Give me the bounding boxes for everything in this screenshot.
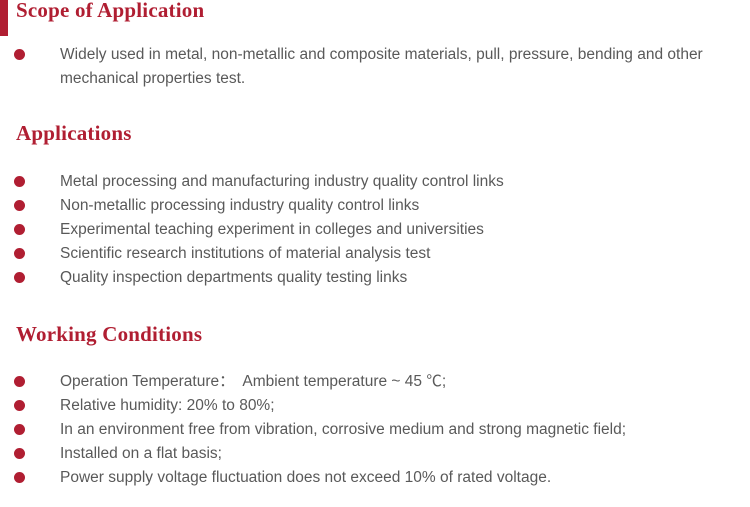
section-heading-scope-of-application: Scope of Application bbox=[16, 0, 205, 22]
list-item: Relative humidity: 20% to 80%; bbox=[14, 394, 736, 418]
section-heading-applications: Applications bbox=[16, 121, 132, 145]
list-item: In an environment free from vibration, c… bbox=[14, 418, 736, 442]
bullet-icon bbox=[14, 176, 25, 187]
bullet-icon bbox=[14, 448, 25, 459]
list-item-text: Operation Temperature： Ambient temperatu… bbox=[60, 373, 447, 390]
section-heading-working-conditions: Working Conditions bbox=[16, 322, 203, 346]
working-conditions-list: Operation Temperature： Ambient temperatu… bbox=[14, 370, 736, 490]
list-item: Non-metallic processing industry quality… bbox=[14, 194, 736, 218]
bullet-icon bbox=[14, 224, 25, 235]
list-item: Installed on a flat basis; bbox=[14, 442, 736, 466]
list-item-text: Non-metallic processing industry quality… bbox=[60, 197, 420, 214]
list-item-text: Scientific research institutions of mate… bbox=[60, 245, 431, 262]
bullet-icon bbox=[14, 200, 25, 211]
list-item-text: Relative humidity: 20% to 80%; bbox=[60, 397, 275, 414]
bullet-icon bbox=[14, 49, 25, 60]
bullet-icon bbox=[14, 272, 25, 283]
list-item-text: Quality inspection departments quality t… bbox=[60, 269, 408, 286]
list-item-text: In an environment free from vibration, c… bbox=[60, 421, 627, 438]
bullet-icon bbox=[14, 248, 25, 259]
list-item: Scientific research institutions of mate… bbox=[14, 242, 736, 266]
bullet-icon bbox=[14, 376, 25, 387]
list-item: Quality inspection departments quality t… bbox=[14, 266, 736, 290]
list-item: Widely used in metal, non-metallic and c… bbox=[14, 43, 736, 91]
list-item-text: Widely used in metal, non-metallic and c… bbox=[60, 46, 708, 87]
list-item: Metal processing and manufacturing indus… bbox=[14, 170, 736, 194]
list-item-text: Installed on a flat basis; bbox=[60, 445, 222, 462]
list-item-text: Experimental teaching experiment in coll… bbox=[60, 221, 484, 238]
list-item-text: Metal processing and manufacturing indus… bbox=[60, 173, 504, 190]
applications-list: Metal processing and manufacturing indus… bbox=[14, 170, 736, 290]
bullet-icon bbox=[14, 400, 25, 411]
bullet-icon bbox=[14, 472, 25, 483]
scope-of-application-list: Widely used in metal, non-metallic and c… bbox=[14, 43, 736, 91]
list-item: Operation Temperature： Ambient temperatu… bbox=[14, 370, 736, 394]
list-item: Power supply voltage fluctuation does no… bbox=[14, 466, 736, 490]
list-item-text: Power supply voltage fluctuation does no… bbox=[60, 469, 552, 486]
bullet-icon bbox=[14, 424, 25, 435]
list-item: Experimental teaching experiment in coll… bbox=[14, 218, 736, 242]
red-accent-bar bbox=[0, 0, 8, 36]
